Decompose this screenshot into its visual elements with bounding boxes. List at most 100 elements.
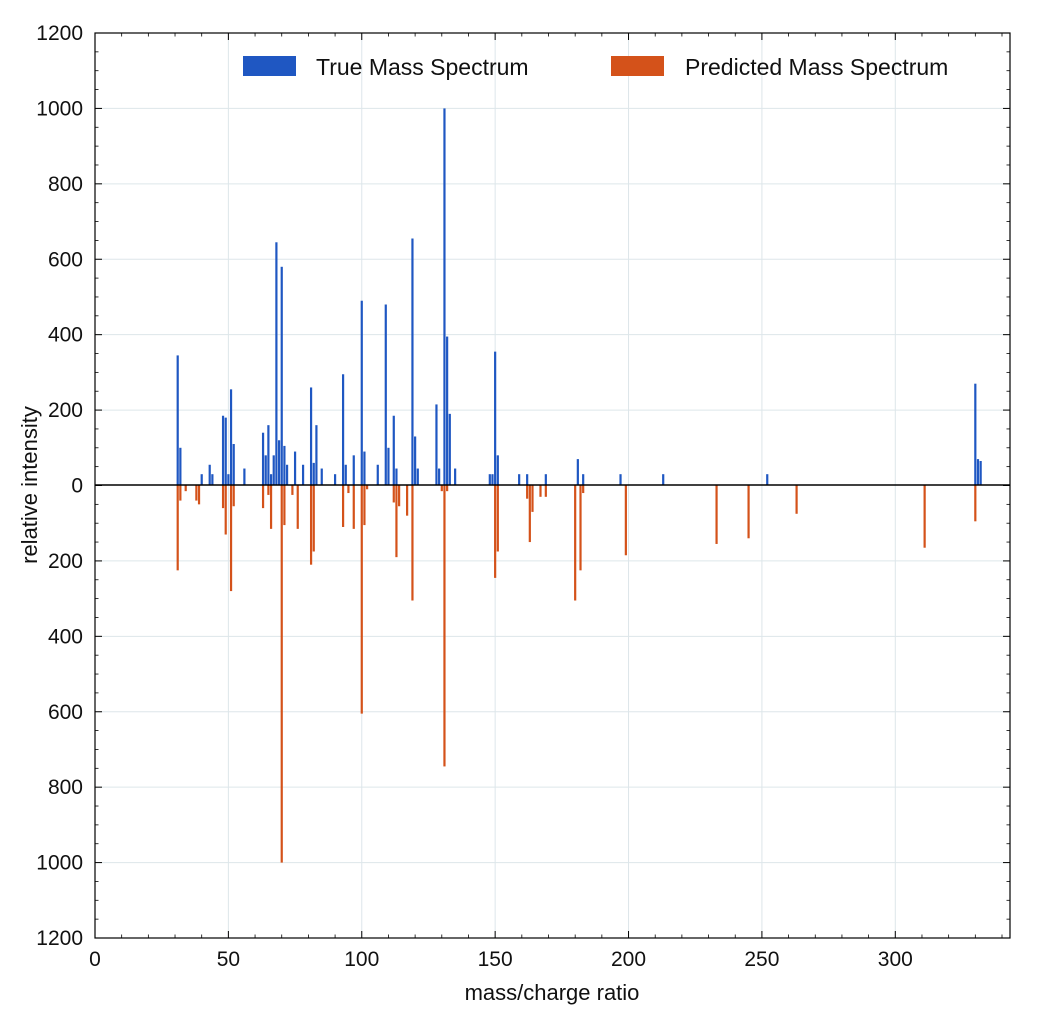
x-tick-label: 200 <box>611 948 646 971</box>
true-spectrum-bar <box>261 432 265 486</box>
x-tick-label: 150 <box>478 948 513 971</box>
predicted-spectrum-bar <box>923 485 926 548</box>
true-spectrum-bar <box>269 474 273 486</box>
predicted-spectrum-bar <box>579 485 582 571</box>
true-spectrum-bar <box>976 459 980 486</box>
true-spectrum-bar <box>454 468 457 486</box>
true-spectrum-bar <box>544 474 547 486</box>
true-spectrum-bar <box>333 474 337 486</box>
x-tick-label: 300 <box>878 948 913 971</box>
x-axis-title: mass/charge ratio <box>465 980 640 1005</box>
true-spectrum-bar <box>435 404 438 486</box>
predicted-spectrum-bar <box>195 485 198 501</box>
predicted-spectrum-bar <box>184 485 187 492</box>
y-tick-label: 1200 <box>36 22 83 45</box>
true-spectrum-bar <box>438 468 441 486</box>
predicted-spectrum-bar <box>395 485 398 558</box>
y-tick-label: 0 <box>71 475 83 498</box>
predicted-spectrum-bar <box>582 485 585 494</box>
predicted-spectrum-bar <box>229 485 233 592</box>
true-spectrum-bar <box>448 413 451 486</box>
true-spectrum-bar <box>267 425 270 486</box>
true-spectrum-bar <box>264 455 267 486</box>
true-spectrum-bar <box>395 468 398 486</box>
true-spectrum-bar <box>293 451 297 486</box>
predicted-spectrum-bar <box>309 485 313 565</box>
true-spectrum-bar <box>277 440 281 486</box>
true-spectrum-bar <box>232 444 235 486</box>
y-tick-label: 200 <box>48 550 83 573</box>
true-spectrum-bar <box>320 468 323 486</box>
predicted-spectrum-bar <box>446 485 449 492</box>
predicted-spectrum-bar <box>715 485 718 544</box>
predicted-spectrum-bar <box>261 485 265 509</box>
true-spectrum-bar <box>766 474 769 486</box>
predicted-spectrum-bar <box>526 485 529 499</box>
predicted-spectrum-bar <box>347 485 350 494</box>
predicted-spectrum-bar <box>224 485 227 535</box>
predicted-spectrum-bar <box>363 485 366 526</box>
predicted-spectrum-bar <box>197 485 201 505</box>
true-spectrum-bar <box>488 474 491 486</box>
true-spectrum-bar <box>619 474 622 486</box>
true-spectrum-bar <box>309 387 313 486</box>
legend-swatch-true <box>243 56 296 76</box>
predicted-spectrum-bar <box>795 485 798 514</box>
true-spectrum-bar <box>491 474 494 486</box>
legend-label-predicted: Predicted Mass Spectrum <box>685 54 948 80</box>
true-spectrum-bar <box>414 436 417 486</box>
predicted-spectrum-bar <box>528 485 531 543</box>
predicted-spectrum-bar <box>539 485 542 497</box>
legend-label-true: True Mass Spectrum <box>316 54 529 80</box>
true-spectrum-bar <box>221 415 225 486</box>
true-spectrum-bar <box>211 474 214 486</box>
predicted-spectrum-bar <box>232 485 235 507</box>
true-spectrum-bar <box>416 468 419 486</box>
true-spectrum-bar <box>662 474 665 486</box>
y-tick-label: 800 <box>48 776 83 799</box>
y-tick-label: 400 <box>48 625 83 648</box>
true-spectrum-bar <box>227 474 230 486</box>
predicted-spectrum-bar <box>574 485 577 601</box>
predicted-spectrum-bar <box>269 485 273 529</box>
true-spectrum-bar <box>229 389 233 486</box>
true-spectrum-bar <box>312 462 315 486</box>
true-spectrum-bar <box>280 266 283 486</box>
true-spectrum-bar <box>179 447 182 486</box>
predicted-spectrum-bar <box>398 485 401 507</box>
true-spectrum-bar <box>526 474 529 486</box>
x-tick-label: 50 <box>217 948 240 971</box>
true-spectrum-bar <box>392 415 395 486</box>
true-spectrum-bar <box>363 451 366 486</box>
predicted-spectrum-bar <box>360 485 363 714</box>
true-spectrum-bar <box>176 355 179 486</box>
axis-tick-labels: 0 50 100 150 200 250 300 1200 1000 800 600 400 200 0 2… <box>36 22 913 971</box>
true-spectrum-bar <box>494 351 497 486</box>
true-spectrum-bar <box>582 474 585 486</box>
predicted-spectrum-bar <box>312 485 315 552</box>
true-spectrum-bar <box>301 464 305 486</box>
true-spectrum-bar <box>360 300 363 486</box>
predicted-spectrum-bar <box>624 485 627 556</box>
true-spectrum-bar <box>443 108 446 486</box>
true-spectrum-bar <box>283 445 286 486</box>
predicted-spectrum-bar <box>974 485 977 522</box>
true-spectrum-bar <box>344 464 347 486</box>
true-spectrum-bar <box>496 455 499 486</box>
x-tick-label: 100 <box>344 948 379 971</box>
true-spectrum-bar <box>200 474 203 486</box>
true-spectrum-bar <box>224 417 227 486</box>
y-tick-label: 1200 <box>36 927 83 950</box>
true-spectrum-bar <box>384 304 387 486</box>
predicted-spectrum-bar <box>365 485 369 490</box>
y-tick-label: 1000 <box>36 852 83 875</box>
grid <box>94 32 1010 939</box>
predicted-spectrum-bar <box>283 485 286 526</box>
true-spectrum-bar <box>272 455 275 486</box>
predicted-spectrum-bar <box>531 485 534 512</box>
x-tick-label: 250 <box>744 948 779 971</box>
predicted-spectrum-bar <box>267 485 270 495</box>
x-tick-label: 0 <box>89 948 101 971</box>
true-spectrum-bar <box>275 242 278 486</box>
